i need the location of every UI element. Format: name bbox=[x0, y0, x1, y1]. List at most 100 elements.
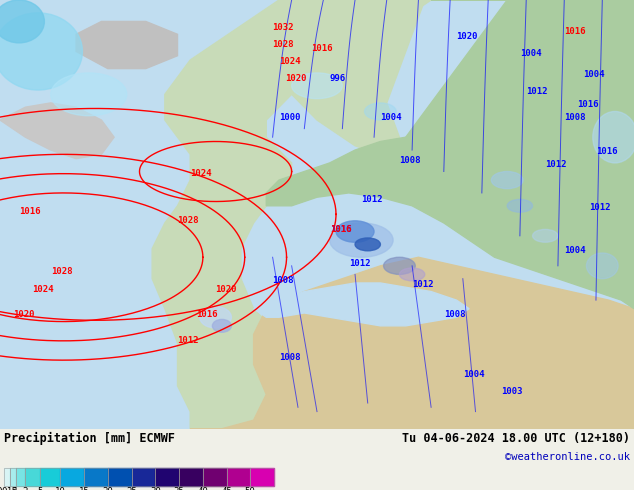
Bar bbox=[84, 468, 108, 486]
Text: 1016: 1016 bbox=[596, 147, 618, 156]
Text: 1004: 1004 bbox=[564, 246, 586, 255]
Polygon shape bbox=[254, 283, 469, 326]
Ellipse shape bbox=[533, 229, 558, 242]
Text: 30: 30 bbox=[150, 487, 160, 490]
Text: 1016: 1016 bbox=[311, 45, 332, 53]
Bar bbox=[250, 468, 274, 486]
Ellipse shape bbox=[365, 103, 396, 120]
Text: 1024: 1024 bbox=[190, 169, 212, 178]
Ellipse shape bbox=[336, 221, 374, 242]
Bar bbox=[250, 468, 274, 486]
Ellipse shape bbox=[586, 253, 618, 279]
Ellipse shape bbox=[355, 238, 380, 251]
Ellipse shape bbox=[399, 268, 425, 281]
Ellipse shape bbox=[292, 73, 342, 98]
Polygon shape bbox=[266, 137, 634, 309]
Text: 1024: 1024 bbox=[279, 57, 301, 66]
Ellipse shape bbox=[51, 73, 127, 116]
Bar bbox=[179, 468, 203, 486]
Bar bbox=[155, 468, 179, 486]
Bar bbox=[4, 468, 10, 486]
Bar bbox=[25, 468, 39, 486]
Bar bbox=[132, 468, 155, 486]
Text: 996: 996 bbox=[330, 74, 346, 83]
Bar bbox=[16, 468, 25, 486]
Polygon shape bbox=[203, 103, 260, 154]
Text: 20: 20 bbox=[103, 487, 113, 490]
Text: 1012: 1012 bbox=[178, 336, 199, 345]
Ellipse shape bbox=[0, 0, 44, 43]
Text: 1012: 1012 bbox=[412, 280, 434, 289]
Text: 40: 40 bbox=[197, 487, 208, 490]
Bar bbox=[10, 468, 16, 486]
Text: 1000: 1000 bbox=[279, 113, 301, 122]
Text: 1016: 1016 bbox=[577, 100, 598, 109]
Text: 1012: 1012 bbox=[590, 203, 611, 212]
Text: 1008: 1008 bbox=[279, 353, 301, 362]
Text: 1016: 1016 bbox=[197, 310, 218, 319]
Bar bbox=[39, 468, 60, 486]
Text: 1024: 1024 bbox=[32, 285, 53, 294]
Text: 1004: 1004 bbox=[463, 370, 484, 379]
Text: 1028: 1028 bbox=[178, 216, 199, 225]
Text: 1004: 1004 bbox=[520, 49, 541, 58]
Bar bbox=[155, 468, 179, 486]
Text: ©weatheronline.co.uk: ©weatheronline.co.uk bbox=[505, 452, 630, 462]
Text: 1008: 1008 bbox=[399, 156, 421, 165]
Text: 0.1: 0.1 bbox=[0, 487, 12, 490]
Polygon shape bbox=[152, 0, 431, 429]
Text: 1020: 1020 bbox=[285, 74, 307, 83]
Bar bbox=[203, 468, 226, 486]
Text: 1: 1 bbox=[13, 487, 18, 490]
Bar bbox=[25, 468, 39, 486]
Bar bbox=[179, 468, 203, 486]
Bar bbox=[16, 468, 25, 486]
Text: 1020: 1020 bbox=[456, 31, 478, 41]
Bar bbox=[84, 468, 108, 486]
Polygon shape bbox=[76, 22, 178, 69]
Text: Precipitation [mm] ECMWF: Precipitation [mm] ECMWF bbox=[4, 432, 175, 445]
Polygon shape bbox=[0, 103, 114, 159]
Polygon shape bbox=[292, 0, 425, 154]
Bar bbox=[226, 468, 250, 486]
Text: 2: 2 bbox=[22, 487, 27, 490]
Text: 1016: 1016 bbox=[19, 207, 41, 217]
Text: 50: 50 bbox=[245, 487, 256, 490]
Text: 15: 15 bbox=[79, 487, 89, 490]
Text: Tu 04-06-2024 18.00 UTC (12+180): Tu 04-06-2024 18.00 UTC (12+180) bbox=[402, 432, 630, 445]
Ellipse shape bbox=[330, 223, 393, 257]
Text: 10: 10 bbox=[55, 487, 66, 490]
Text: 1004: 1004 bbox=[380, 113, 402, 122]
Polygon shape bbox=[406, 0, 634, 193]
Bar bbox=[108, 468, 132, 486]
Text: 1028: 1028 bbox=[51, 268, 72, 276]
Text: 1012: 1012 bbox=[545, 160, 567, 169]
Bar bbox=[203, 468, 226, 486]
Text: 1012: 1012 bbox=[361, 195, 383, 203]
Bar bbox=[39, 468, 60, 486]
Ellipse shape bbox=[593, 111, 634, 163]
Ellipse shape bbox=[0, 13, 82, 90]
Text: 0.5: 0.5 bbox=[2, 487, 18, 490]
Text: 1003: 1003 bbox=[501, 388, 522, 396]
Text: 1020: 1020 bbox=[216, 285, 237, 294]
Bar bbox=[60, 468, 84, 486]
Polygon shape bbox=[190, 257, 634, 429]
Text: 1012: 1012 bbox=[349, 259, 370, 268]
Text: 1004: 1004 bbox=[583, 70, 605, 79]
Text: 25: 25 bbox=[126, 487, 137, 490]
Polygon shape bbox=[209, 150, 235, 172]
Text: 45: 45 bbox=[221, 487, 232, 490]
Ellipse shape bbox=[384, 257, 415, 274]
Text: 1008: 1008 bbox=[444, 310, 465, 319]
Bar bbox=[60, 468, 84, 486]
Text: 1008: 1008 bbox=[273, 276, 294, 285]
Text: 1032: 1032 bbox=[273, 23, 294, 32]
Text: 1016: 1016 bbox=[330, 224, 351, 234]
Text: 5: 5 bbox=[37, 487, 42, 490]
Bar bbox=[10, 468, 16, 486]
Bar bbox=[226, 468, 250, 486]
Ellipse shape bbox=[491, 172, 523, 189]
Text: 1012: 1012 bbox=[526, 87, 548, 97]
Ellipse shape bbox=[507, 199, 533, 212]
